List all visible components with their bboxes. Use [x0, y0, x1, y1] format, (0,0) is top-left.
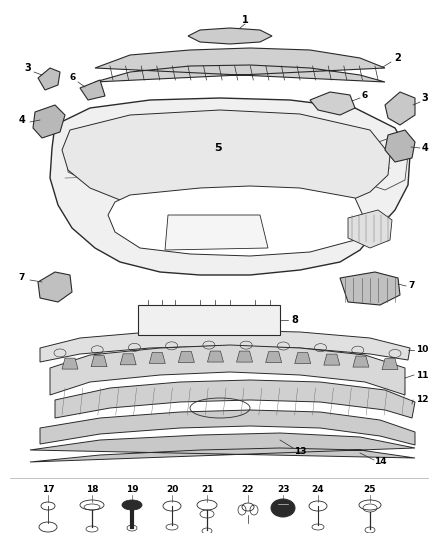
Polygon shape	[237, 351, 253, 362]
Polygon shape	[382, 359, 398, 369]
Polygon shape	[310, 92, 355, 115]
Ellipse shape	[271, 499, 295, 517]
Text: 24: 24	[312, 486, 324, 495]
Text: 7: 7	[409, 280, 415, 289]
Polygon shape	[120, 354, 136, 365]
Text: 11: 11	[416, 370, 428, 379]
Polygon shape	[178, 351, 194, 362]
Polygon shape	[108, 186, 365, 256]
Text: 22: 22	[242, 486, 254, 495]
Polygon shape	[50, 98, 410, 275]
Text: 7: 7	[19, 273, 25, 282]
Text: 5: 5	[214, 143, 222, 153]
Text: 19: 19	[126, 486, 138, 495]
Text: 21: 21	[201, 486, 213, 495]
Text: 4: 4	[422, 143, 428, 153]
Polygon shape	[91, 356, 107, 367]
Polygon shape	[385, 92, 415, 125]
Text: 20: 20	[166, 486, 178, 495]
Polygon shape	[353, 356, 369, 367]
Text: 25: 25	[364, 486, 376, 495]
Polygon shape	[80, 80, 105, 100]
Polygon shape	[30, 433, 415, 462]
Text: 13: 13	[294, 448, 306, 456]
Text: 4: 4	[19, 115, 25, 125]
Polygon shape	[38, 68, 60, 90]
Polygon shape	[33, 105, 65, 138]
Polygon shape	[38, 272, 72, 302]
Polygon shape	[95, 48, 385, 82]
Polygon shape	[265, 352, 282, 362]
Polygon shape	[40, 410, 415, 445]
Polygon shape	[188, 28, 272, 44]
Polygon shape	[165, 215, 268, 250]
Polygon shape	[340, 272, 400, 305]
Text: 8: 8	[292, 315, 298, 325]
Text: 18: 18	[86, 486, 98, 495]
Text: 12: 12	[416, 395, 428, 405]
Polygon shape	[55, 380, 415, 418]
Polygon shape	[385, 130, 415, 162]
Text: 2: 2	[395, 53, 401, 63]
Text: 6: 6	[70, 74, 76, 83]
Polygon shape	[324, 354, 340, 365]
Polygon shape	[208, 351, 223, 362]
Text: 1: 1	[242, 15, 248, 25]
Text: 6: 6	[362, 91, 368, 100]
Polygon shape	[138, 305, 280, 335]
Text: 23: 23	[277, 486, 289, 495]
Polygon shape	[62, 358, 78, 369]
Polygon shape	[348, 210, 392, 248]
Polygon shape	[149, 352, 165, 364]
Text: 10: 10	[416, 345, 428, 354]
Polygon shape	[62, 110, 390, 215]
Text: 3: 3	[25, 63, 32, 73]
Text: 3: 3	[422, 93, 428, 103]
Text: 17: 17	[42, 486, 54, 495]
Ellipse shape	[122, 500, 142, 510]
Polygon shape	[40, 330, 410, 362]
Polygon shape	[50, 345, 405, 395]
Polygon shape	[295, 353, 311, 364]
Text: 14: 14	[374, 457, 386, 466]
